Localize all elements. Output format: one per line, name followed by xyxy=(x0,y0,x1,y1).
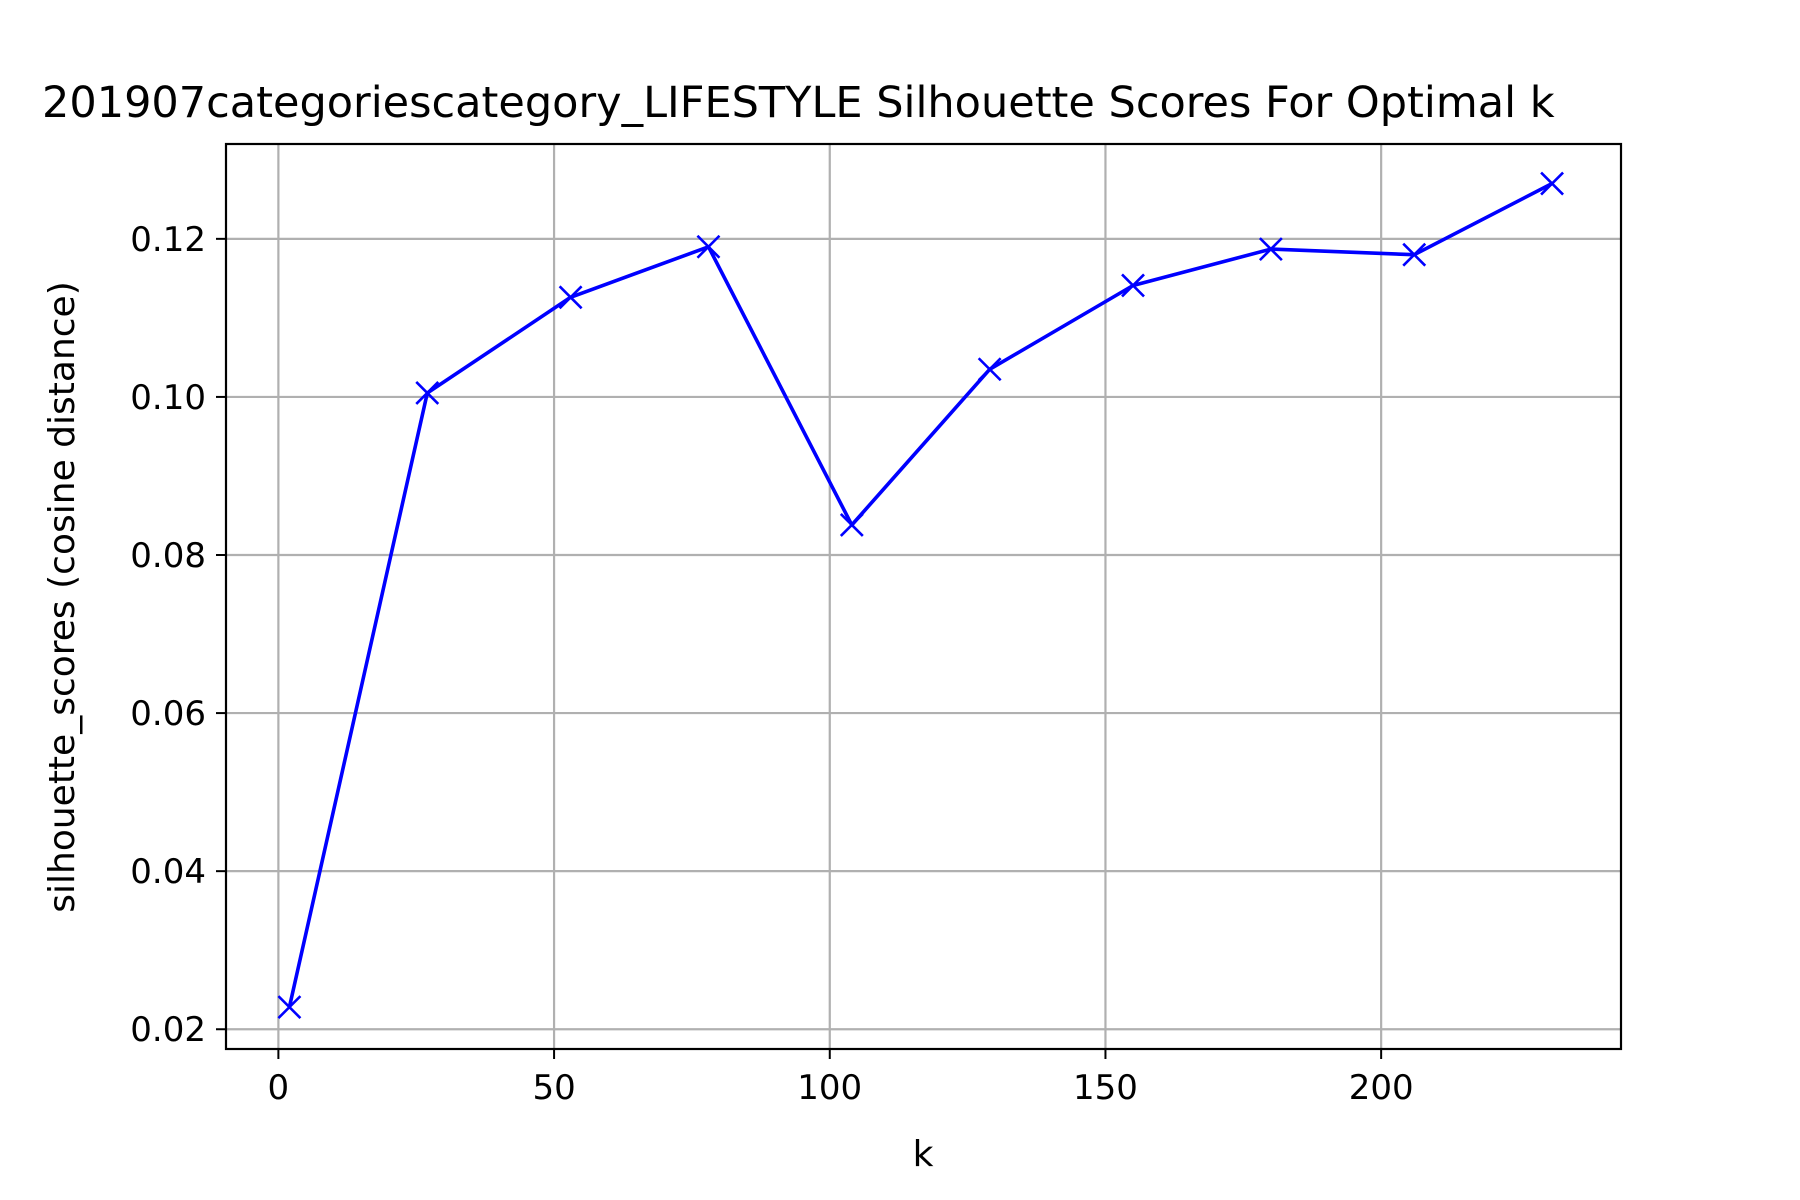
x-tick-label: 0 xyxy=(268,1068,290,1108)
series-line xyxy=(287,181,1553,1008)
data-point xyxy=(1402,242,1427,267)
x-tick-label: 50 xyxy=(532,1068,575,1108)
plot-frame xyxy=(224,142,1623,1051)
data-point xyxy=(1540,171,1564,196)
x-tick-label: 150 xyxy=(1073,1068,1138,1108)
data-point xyxy=(277,995,302,1020)
data-point xyxy=(696,234,721,259)
x-tick-label: 100 xyxy=(797,1068,862,1108)
y-tick-label: 0.04 xyxy=(130,852,206,892)
x-axis-label: k xyxy=(913,1134,934,1175)
data-point xyxy=(977,357,1002,382)
y-tick-label: 0.06 xyxy=(130,694,206,734)
chart-title: 201907categoriescategory_LIFESTYLE Silho… xyxy=(42,78,1555,128)
y-tick-label: 0.12 xyxy=(130,220,206,260)
grid xyxy=(226,144,1621,1049)
data-point xyxy=(1121,273,1145,298)
y-tick-label: 0.02 xyxy=(130,1010,206,1050)
y-tick-label: 0.10 xyxy=(130,378,206,418)
series-layer xyxy=(277,171,1564,1020)
y-axis-label: silhouette_scores (cosine distance) xyxy=(42,281,83,913)
data-point xyxy=(415,381,440,405)
data-point xyxy=(839,513,864,537)
data-point xyxy=(1258,237,1283,262)
axis-ticks: 0 50 100 150 200 0.02 0.04 0.06 0.08 0.10 0.12 xyxy=(130,220,1413,1108)
data-point xyxy=(558,285,583,310)
x-tick-label: 200 xyxy=(1349,1068,1414,1108)
y-tick-label: 0.08 xyxy=(130,536,206,576)
